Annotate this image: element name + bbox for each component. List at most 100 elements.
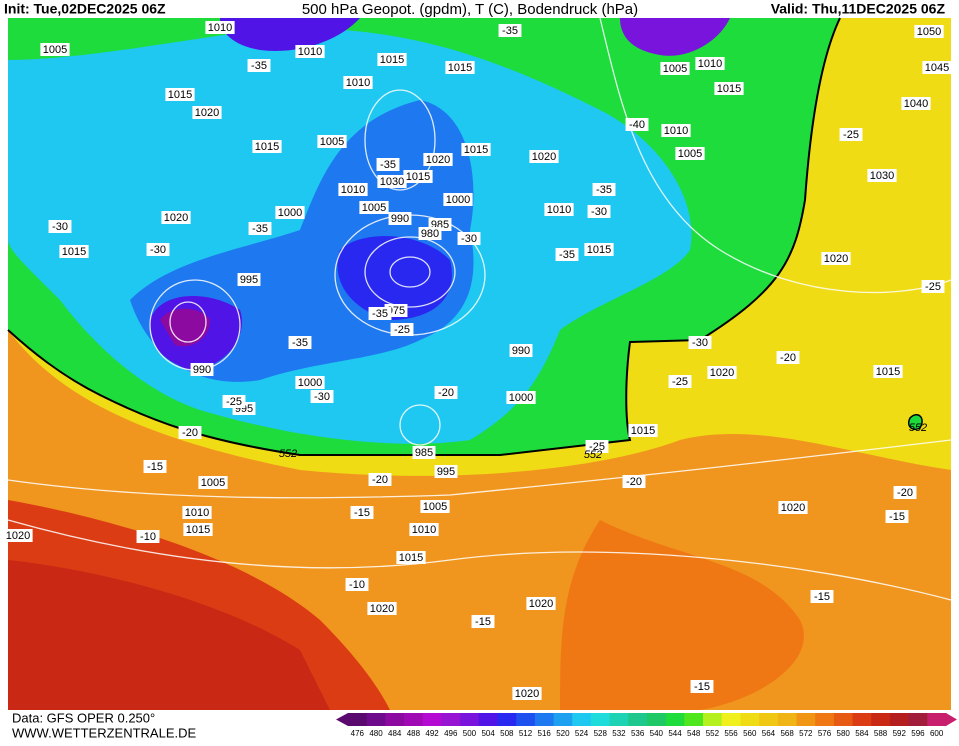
colorbar-swatch	[889, 713, 910, 726]
pressure-label: 1015	[717, 83, 741, 95]
temperature-label-box	[555, 248, 579, 261]
temperature-label: -15	[147, 461, 163, 473]
temperature-label: -20	[182, 427, 198, 439]
colorbar-label: 524	[575, 729, 589, 738]
pressure-label-box	[628, 424, 658, 437]
temperature-label: -25	[925, 281, 941, 293]
colorbar-label: 532	[612, 729, 626, 738]
colorbar-swatch	[404, 713, 424, 726]
pressure-label-box	[461, 143, 491, 156]
pressure-label: 1020	[710, 367, 734, 379]
pressure-label-box	[526, 597, 556, 610]
pressure-label: 1020	[370, 603, 394, 615]
temperature-label: -25	[672, 376, 688, 388]
pressure-label-box	[205, 21, 235, 34]
temperature-label: -35	[559, 249, 575, 261]
pressure-label: 1015	[876, 366, 900, 378]
temperature-label-box	[471, 615, 495, 628]
pressure-label-box	[40, 43, 70, 56]
pressure-label-box	[695, 57, 725, 70]
pressure-label-box	[317, 135, 347, 148]
pressure-label-box	[867, 169, 897, 182]
pressure-label: 1020	[426, 154, 450, 166]
temperature-label-box	[222, 395, 246, 408]
colorbar-swatch	[740, 713, 760, 726]
temperature-label-box	[625, 118, 649, 131]
pressure-label-box	[388, 212, 412, 225]
temperature-label: -15	[475, 616, 491, 628]
pressure-label: 1000	[298, 377, 322, 389]
colorbar-swatch	[684, 713, 704, 726]
temperature-label-box	[310, 390, 334, 403]
pressure-label: 1015	[464, 144, 488, 156]
init-time: Init: Tue,02DEC2025 06Z	[4, 1, 166, 17]
pressure-label-box	[295, 45, 325, 58]
temperature-label-box	[248, 222, 272, 235]
colorbar-swatch	[927, 713, 947, 726]
colorbar: 476 480 484 488 492 496 500 504 508 512 516 520 524 5…	[336, 713, 957, 738]
pressure-label-box	[412, 446, 436, 459]
colorbar-label: 544	[668, 729, 682, 738]
temperature-label-box	[376, 158, 400, 171]
temperature-label: -35	[252, 223, 268, 235]
temperature-label: -15	[694, 681, 710, 693]
pressure-label-box	[529, 150, 559, 163]
pressure-label-box	[3, 529, 33, 542]
pressure-label-box	[275, 206, 305, 219]
temperature-label: -25	[589, 441, 605, 453]
pressure-label-box	[192, 106, 222, 119]
colorbar-label: 548	[687, 729, 701, 738]
colorbar-swatch	[759, 713, 779, 726]
temperature-label: -20	[897, 487, 913, 499]
colorbar-label: 476	[351, 729, 365, 738]
pressure-label: 1010	[341, 184, 365, 196]
pressure-label-box	[506, 391, 536, 404]
temperature-label-box	[839, 128, 863, 141]
pressure-label: 1020	[164, 212, 188, 224]
colorbar-end-low	[336, 713, 348, 726]
pressure-label-box	[190, 363, 214, 376]
pressure-label-box	[183, 523, 213, 536]
temperature-label-box	[688, 336, 712, 349]
pressure-label-box	[778, 501, 808, 514]
map-field	[7, 17, 952, 710]
temperature-label: -30	[461, 233, 477, 245]
temperature-label: -25	[843, 129, 859, 141]
colorbar-label: 572	[799, 729, 813, 738]
pressure-label: 1020	[824, 253, 848, 265]
temperature-label-box	[143, 460, 167, 473]
colorbar-swatch	[721, 713, 741, 726]
temperature-label: -15	[814, 591, 830, 603]
pressure-label-box	[396, 551, 426, 564]
colorbar-swatch	[478, 713, 498, 726]
colorbar-label: 552	[706, 729, 720, 738]
temperature-label-box	[368, 307, 392, 320]
temperature-label-box	[247, 59, 271, 72]
pressure-label: 1045	[925, 62, 949, 74]
pressure-label: 1010	[298, 46, 322, 58]
temperature-label: -25	[226, 396, 242, 408]
temperature-label: -10	[349, 579, 365, 591]
temperature-label: -30	[52, 221, 68, 233]
pressure-label-box	[377, 53, 407, 66]
colorbar-label: 520	[556, 729, 570, 738]
pressure-label-box	[367, 602, 397, 615]
pressure-label: 1010	[698, 58, 722, 70]
pressure-label-box	[873, 365, 903, 378]
pressure-label-box	[423, 153, 453, 166]
pressure-label: 1040	[904, 98, 928, 110]
colorbar-swatch	[815, 713, 835, 726]
temperature-label: -20	[372, 474, 388, 486]
pressure-label: 1010	[208, 22, 232, 34]
height-label: 552	[909, 422, 927, 434]
colorbar-label: 496	[444, 729, 458, 738]
temperature-label-box	[587, 205, 611, 218]
pressure-label-box	[198, 476, 228, 489]
pressure-label: 990	[193, 364, 211, 376]
colorbar-swatch	[497, 713, 517, 726]
colorbar-swatch	[777, 713, 797, 726]
height-label: 552	[584, 449, 602, 461]
temperature-label: -15	[354, 507, 370, 519]
pressure-label-box	[359, 201, 389, 214]
